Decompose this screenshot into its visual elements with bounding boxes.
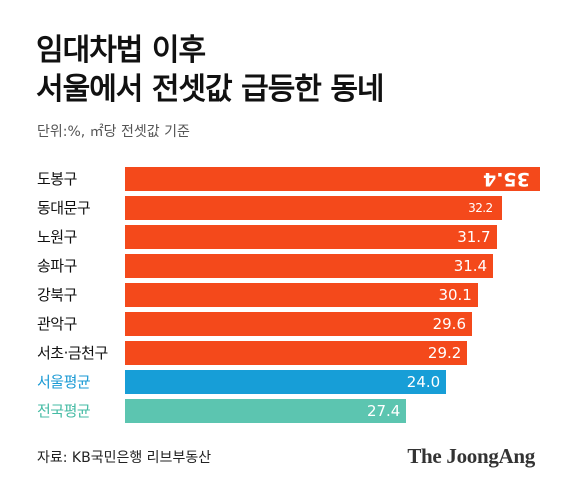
category-label: 노원구: [37, 228, 77, 246]
chart-row: 동대문구 32.2: [0, 196, 570, 220]
bar: 31.7: [125, 225, 497, 249]
chart-row: 서울평균 24.0: [0, 370, 570, 394]
bar: 29.6: [125, 312, 472, 336]
value-label: 31.7: [457, 228, 491, 246]
chart-subtitle: 단위:%, ㎡당 전셋값 기준: [37, 124, 190, 140]
bar: 35.4: [125, 167, 540, 191]
chart-row: 전국평균 27.4: [0, 399, 570, 423]
bar: 27.4: [125, 399, 407, 423]
value-label: 24.0: [406, 373, 441, 391]
bar: 32.2: [125, 196, 503, 220]
source-note: 자료: KB국민은행 리브부동산: [37, 450, 212, 466]
value-label: 35.4: [483, 168, 530, 190]
bar: 29.2: [125, 341, 468, 365]
category-label: 강북구: [37, 286, 77, 304]
category-label: 동대문구: [37, 199, 91, 217]
chart-row: 관악구 29.6: [0, 312, 570, 336]
value-label: 29.6: [432, 315, 466, 333]
chart-row: 서초·금천구 29.2: [0, 341, 570, 365]
category-label: 도봉구: [37, 170, 77, 188]
value-label: 27.4: [366, 402, 401, 420]
value-label: 30.1: [438, 286, 472, 304]
chart-title: 임대차법 이후 서울에서 전셋값 급등한 동네: [36, 31, 385, 109]
value-label: 32.2: [468, 201, 493, 215]
value-label: 31.4: [453, 257, 488, 275]
category-label: 전국평균: [37, 402, 91, 420]
publisher-logo: The JoongAng: [407, 444, 535, 468]
category-label: 송파구: [37, 257, 77, 275]
value-label: 29.2: [427, 344, 462, 362]
category-label: 서울평균: [37, 373, 91, 391]
category-label: 서초·금천구: [37, 344, 108, 362]
chart-title-line-2: 서울에서 전셋값 급등한 동네: [36, 72, 385, 107]
chart-row: 도봉구 35.4: [0, 167, 570, 191]
bar: 24.0: [125, 370, 447, 394]
bar: 30.1: [125, 283, 478, 307]
category-label: 관악구: [37, 315, 77, 333]
chart-title-line-1: 임대차법 이후: [36, 33, 206, 68]
chart-row: 송파구 31.4: [0, 254, 570, 278]
chart-row: 강북구 30.1: [0, 283, 570, 307]
chart-row: 노원구 31.7: [0, 225, 570, 249]
bar: 31.4: [125, 254, 494, 278]
